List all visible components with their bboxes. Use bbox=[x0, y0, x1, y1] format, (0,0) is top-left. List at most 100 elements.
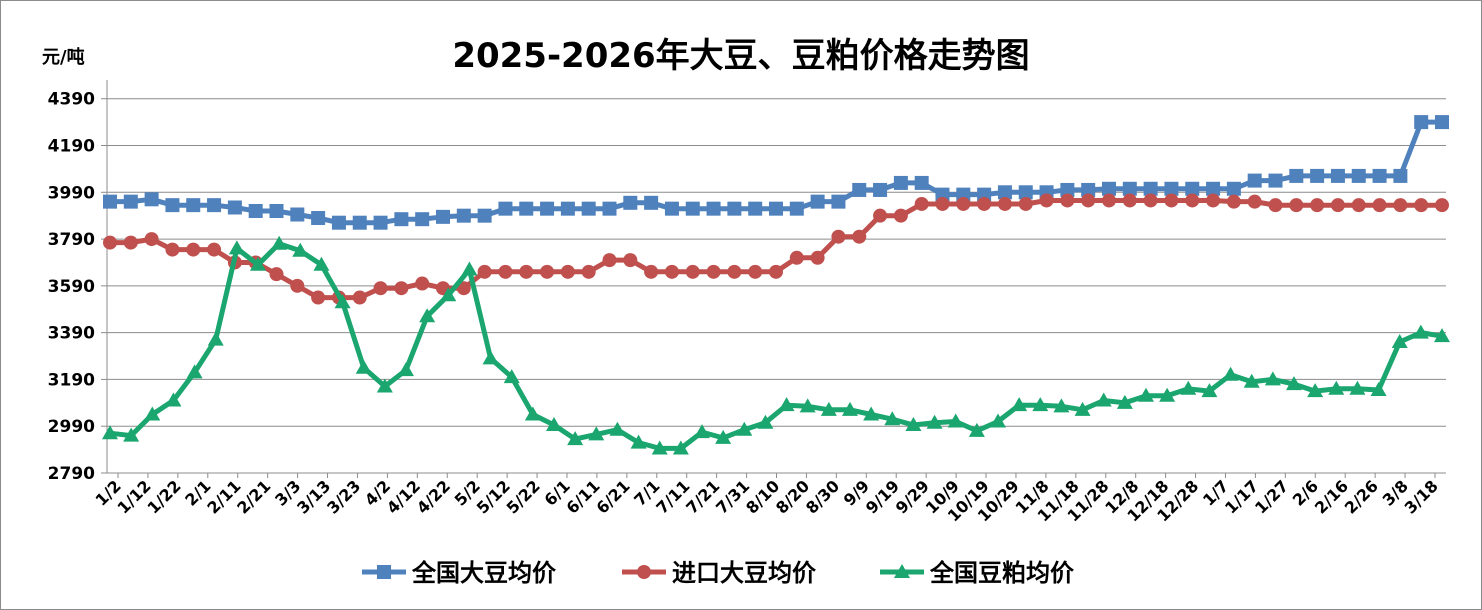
data-point bbox=[602, 201, 617, 216]
data-point bbox=[947, 413, 964, 428]
data-point bbox=[1351, 198, 1366, 213]
data-point bbox=[990, 413, 1006, 428]
data-point bbox=[789, 201, 804, 216]
data-point bbox=[519, 264, 534, 279]
data-point bbox=[227, 200, 242, 215]
data-point bbox=[926, 414, 943, 429]
data-point bbox=[1328, 380, 1345, 395]
data-point bbox=[519, 201, 534, 216]
x-tick-label: 6/21 bbox=[592, 476, 633, 517]
data-point bbox=[1081, 182, 1096, 197]
data-point bbox=[873, 208, 888, 223]
data-point bbox=[831, 229, 846, 244]
x-tick-label: 8/30 bbox=[802, 476, 843, 517]
data-point bbox=[352, 290, 367, 305]
data-point bbox=[1180, 380, 1197, 395]
data-point bbox=[1018, 185, 1033, 200]
data-point bbox=[1330, 198, 1345, 213]
data-point bbox=[144, 232, 159, 247]
data-point bbox=[1289, 198, 1304, 213]
data-point bbox=[810, 250, 825, 265]
data-point bbox=[1053, 398, 1070, 413]
data-point bbox=[1286, 376, 1302, 391]
data-point bbox=[248, 204, 263, 218]
data-point bbox=[1018, 196, 1033, 211]
series-3 bbox=[102, 235, 1450, 455]
y-tick-label: 4390 bbox=[48, 90, 95, 110]
data-point bbox=[893, 208, 908, 223]
data-point bbox=[789, 250, 804, 265]
data-point bbox=[820, 401, 837, 416]
data-point bbox=[290, 278, 305, 293]
data-point bbox=[1372, 198, 1387, 213]
data-point bbox=[736, 421, 753, 436]
data-point bbox=[1414, 115, 1429, 130]
data-point bbox=[1310, 198, 1325, 213]
data-point bbox=[1222, 366, 1239, 381]
data-point bbox=[419, 308, 436, 323]
data-point bbox=[602, 253, 617, 268]
data-point bbox=[1102, 193, 1116, 208]
data-point bbox=[540, 201, 555, 216]
data-point bbox=[1164, 181, 1179, 196]
data-point bbox=[290, 207, 305, 222]
data-point bbox=[103, 235, 117, 250]
data-point bbox=[1247, 173, 1262, 188]
data-point bbox=[1330, 168, 1345, 183]
data-point bbox=[1243, 373, 1260, 388]
data-point bbox=[1143, 181, 1158, 196]
data-point bbox=[997, 196, 1012, 211]
data-point bbox=[1206, 193, 1221, 208]
data-point bbox=[567, 431, 584, 446]
x-tick-label: 2/21 bbox=[233, 476, 274, 517]
data-point bbox=[503, 369, 520, 384]
data-point bbox=[997, 185, 1012, 200]
data-point bbox=[1435, 115, 1449, 130]
data-point bbox=[685, 264, 700, 279]
data-point bbox=[1289, 168, 1304, 183]
data-point bbox=[1039, 193, 1054, 208]
data-point bbox=[415, 276, 430, 291]
y-tick-label: 2990 bbox=[48, 417, 95, 437]
y-tick-label: 2790 bbox=[48, 464, 95, 484]
data-point bbox=[1268, 173, 1283, 188]
data-point bbox=[852, 182, 867, 197]
data-point bbox=[1370, 381, 1387, 396]
data-point bbox=[498, 264, 513, 279]
x-tick-label: 8/20 bbox=[772, 476, 813, 517]
data-point bbox=[546, 417, 562, 432]
data-point bbox=[694, 424, 710, 439]
data-point bbox=[852, 229, 867, 244]
data-point bbox=[706, 201, 721, 216]
data-point bbox=[581, 264, 596, 279]
data-point bbox=[144, 192, 159, 207]
x-tick-label: 3/18 bbox=[1401, 476, 1442, 517]
data-point bbox=[609, 421, 626, 436]
data-point bbox=[651, 440, 668, 455]
data-point bbox=[186, 364, 203, 379]
data-point bbox=[1268, 198, 1283, 213]
x-tick-label: 7/21 bbox=[682, 476, 723, 517]
data-point bbox=[581, 201, 596, 216]
data-point bbox=[165, 198, 180, 213]
data-point bbox=[1435, 198, 1449, 213]
data-point bbox=[1159, 387, 1176, 402]
data-point bbox=[1310, 168, 1325, 183]
x-tick-label: 3/13 bbox=[293, 476, 334, 517]
data-point bbox=[873, 182, 888, 197]
data-point bbox=[672, 440, 689, 455]
y-tick-label: 3990 bbox=[48, 183, 95, 203]
data-point bbox=[664, 201, 679, 216]
data-point bbox=[373, 215, 388, 230]
data-point bbox=[271, 235, 288, 250]
data-point bbox=[1081, 193, 1096, 208]
data-point bbox=[727, 201, 742, 216]
data-point bbox=[1412, 324, 1429, 339]
data-point bbox=[394, 212, 409, 227]
data-point bbox=[757, 414, 774, 429]
data-point bbox=[727, 264, 742, 279]
x-tick-label: 5/12 bbox=[473, 476, 514, 517]
data-point bbox=[376, 378, 393, 393]
data-point bbox=[685, 201, 700, 216]
data-point bbox=[1351, 168, 1366, 183]
